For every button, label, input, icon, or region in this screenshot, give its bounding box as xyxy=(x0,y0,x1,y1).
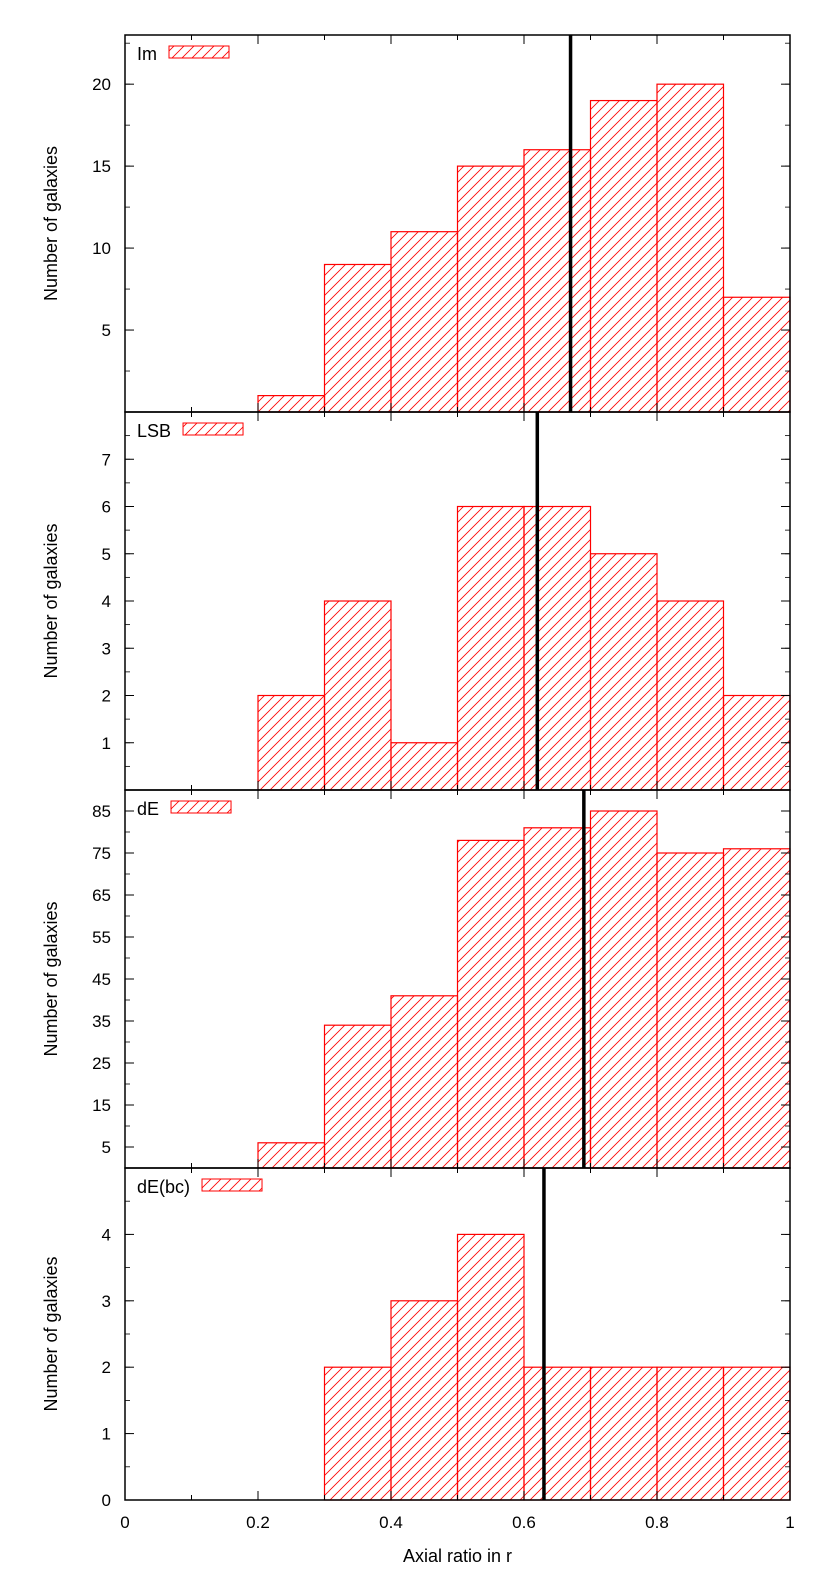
y-tick-label: 45 xyxy=(92,970,111,989)
histogram-bar xyxy=(656,83,725,413)
histogram-bar xyxy=(456,165,525,413)
x-tick-label: 0.6 xyxy=(512,1513,536,1532)
y-tick-label: 6 xyxy=(102,498,111,517)
y-tick-label: 1 xyxy=(102,734,111,753)
y-tick-label: 25 xyxy=(92,1054,111,1073)
histogram-bar xyxy=(523,827,592,1169)
x-tick-label: 0.8 xyxy=(645,1513,669,1532)
y-axis-label: Number of galaxies xyxy=(41,1256,61,1411)
y-tick-label: 5 xyxy=(102,545,111,564)
y-tick-label: 3 xyxy=(102,639,111,658)
y-tick-label: 7 xyxy=(102,450,111,469)
panel-im: 5 10 15 20 Im Number of galaxies xyxy=(41,34,791,413)
legend-label: dE xyxy=(137,799,159,819)
histogram-bar xyxy=(589,1366,658,1501)
histogram-bar xyxy=(589,810,658,1169)
histogram-bar xyxy=(656,600,725,791)
histogram-bar xyxy=(722,1366,791,1501)
y-tick-label: 0 xyxy=(102,1491,111,1510)
y-tick-label: 4 xyxy=(102,1225,111,1244)
panel-lsb: 1 2 3 4 5 6 7 LSB Number of galaxies xyxy=(41,411,791,791)
histogram-bar xyxy=(390,995,459,1169)
y-tick-label: 1 xyxy=(102,1425,111,1444)
histogram-bar xyxy=(589,99,658,413)
legend-swatch xyxy=(182,422,244,436)
histogram-bar xyxy=(722,694,791,791)
histogram-bar xyxy=(323,1366,392,1501)
y-tick-label: 2 xyxy=(102,687,111,706)
histogram-bar xyxy=(323,263,392,413)
y-tick-label: 20 xyxy=(92,75,111,94)
y-axis-label: Number of galaxies xyxy=(41,146,61,301)
histogram-bar xyxy=(456,505,525,791)
x-tick-label: 1 xyxy=(785,1513,794,1532)
y-tick-label: 5 xyxy=(102,321,111,340)
histogram-bar xyxy=(722,296,791,413)
y-tick-label: 65 xyxy=(92,886,111,905)
panel-de-bc-: 0 1 2 3 4 dE(bc) Number of galaxies 0 0.2 0.4 0.6 0… xyxy=(41,1167,795,1566)
y-tick-label: 4 xyxy=(102,592,111,611)
y-axis-label: Number of galaxies xyxy=(41,901,61,1056)
legend-swatch xyxy=(168,45,230,59)
x-tick-label: 0.4 xyxy=(379,1513,403,1532)
y-tick-label: 3 xyxy=(102,1292,111,1311)
y-tick-label: 2 xyxy=(102,1358,111,1377)
legend-label: dE(bc) xyxy=(137,1177,190,1197)
histogram-bar xyxy=(257,1142,326,1169)
histogram-bar xyxy=(523,1366,592,1501)
histogram-bar xyxy=(722,848,791,1169)
histogram-bar xyxy=(589,553,658,791)
histogram-bar xyxy=(323,1024,392,1169)
histogram-bar xyxy=(656,852,725,1169)
histogram-bar xyxy=(257,694,326,791)
histogram-bar xyxy=(323,600,392,791)
y-axis-label: Number of galaxies xyxy=(41,523,61,678)
y-tick-label: 15 xyxy=(92,1096,111,1115)
histogram-bar xyxy=(456,1233,525,1501)
histogram-bar xyxy=(390,742,459,791)
legend-swatch xyxy=(201,1178,263,1192)
legend-label: LSB xyxy=(137,421,171,441)
panel-de: 5 15 25 35 45 55 65 75 85 dE Number of galaxies xyxy=(41,789,791,1169)
y-tick-label: 55 xyxy=(92,928,111,947)
histogram-bar xyxy=(656,1366,725,1501)
histogram-bar xyxy=(523,149,592,413)
x-tick-label: 0.2 xyxy=(246,1513,270,1532)
histogram-bar xyxy=(257,395,326,413)
histogram-bar xyxy=(390,1300,459,1501)
y-tick-label: 5 xyxy=(102,1138,111,1157)
y-tick-label: 10 xyxy=(92,239,111,258)
x-axis-label: Axial ratio in r xyxy=(403,1546,512,1566)
histogram-bar xyxy=(523,505,592,791)
y-tick-label: 85 xyxy=(92,802,111,821)
y-tick-label: 75 xyxy=(92,844,111,863)
legend-swatch xyxy=(170,800,232,814)
y-tick-label: 35 xyxy=(92,1012,111,1031)
y-tick-label: 15 xyxy=(92,157,111,176)
legend-label: Im xyxy=(137,44,157,64)
histogram-bar xyxy=(456,839,525,1169)
histogram-bar xyxy=(390,231,459,413)
x-tick-label: 0 xyxy=(120,1513,129,1532)
